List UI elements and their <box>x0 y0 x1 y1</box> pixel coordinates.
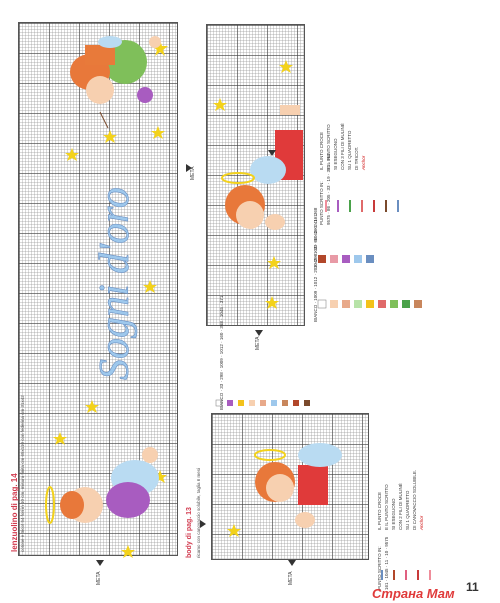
sheet1-subtitle: cotone e tricot 54 fori in 10 cm, misura… <box>20 395 25 552</box>
sheet2-note: IL PUNTO CROCE E IL PUNTO SCRITTO SI ESE… <box>376 470 425 530</box>
svg-text:Sogni d'oro: Sogni d'oro <box>92 187 138 380</box>
angel-motif-top <box>70 36 161 129</box>
brand-logo: Anchor <box>361 155 366 170</box>
note-line: IL PUNTO CROCE <box>377 491 382 530</box>
note-line: E IL PUNTO SCRITTO <box>384 484 389 530</box>
meta-label: META <box>255 336 261 350</box>
note-line: IL PUNTO CROCE <box>319 131 324 170</box>
note-line: DI CANOVACCIO SOLUBILE. <box>412 469 417 530</box>
page-number: 11 <box>466 580 479 594</box>
sheet2-legend-cross: BIANCO · 33 · 298 · 1009 · 1012 · 160 · … <box>218 296 225 410</box>
star-icon <box>53 40 168 558</box>
note-line: SI ESEGUONO <box>391 498 396 530</box>
note-line: CON 3 FILI DI MULINÉ <box>340 123 345 170</box>
sheet2-title: body di pag. 13 <box>186 507 193 558</box>
angel-motif-bottom-sheet <box>254 443 342 528</box>
meta-label: META <box>190 166 196 180</box>
meta-label: META <box>288 571 294 585</box>
angel-motif-bottom <box>45 447 159 524</box>
phrase-lettering: Sogni d'oro <box>92 187 139 381</box>
sheet1-title: lenzuolino di pag. 14 <box>10 473 19 552</box>
brand-logo: Anchor <box>419 515 424 530</box>
meta-label: META <box>96 571 102 585</box>
legend-code: BIANCO · 33 · 298 · 1009 · 1012 · 160 · … <box>219 295 224 410</box>
note-line: SI ESEGUONO <box>333 138 338 170</box>
sheet3-note: IL PUNTO CROCE E IL PUNTO SCRITTO SI ESE… <box>318 123 367 170</box>
meta-arrow-icon <box>96 150 296 566</box>
angel-motif-top-right <box>221 105 303 230</box>
star-icon <box>213 60 293 309</box>
note-line: SU 1 QUADRETTO <box>347 130 352 170</box>
legend-swatch-column <box>317 200 422 309</box>
note-line: CON 2 FILI DI MULINÉ <box>398 483 403 530</box>
sheet2-backstitch: PUNTO SCRITTO IN: 161 · 1045 · 11 · 10 ·… <box>376 537 390 590</box>
star-icon <box>227 524 241 537</box>
sheet2-subtitle: ricamo con canovaccio solubile, taglia 6… <box>196 467 201 558</box>
backstitch-title: PUNTO SCRITTO IN: <box>377 546 382 590</box>
legend-swatch-bottom <box>215 399 431 580</box>
note-line: SU 1 QUADRETTO <box>405 490 410 530</box>
note-line: E IL PUNTO SCRITTO <box>326 124 331 170</box>
watermark: Страна Мам <box>372 586 455 601</box>
legend-code: 161 · 1045 · 11 · 10 · 9575 <box>384 536 389 590</box>
note-line: DI TRICOT. <box>354 146 359 170</box>
